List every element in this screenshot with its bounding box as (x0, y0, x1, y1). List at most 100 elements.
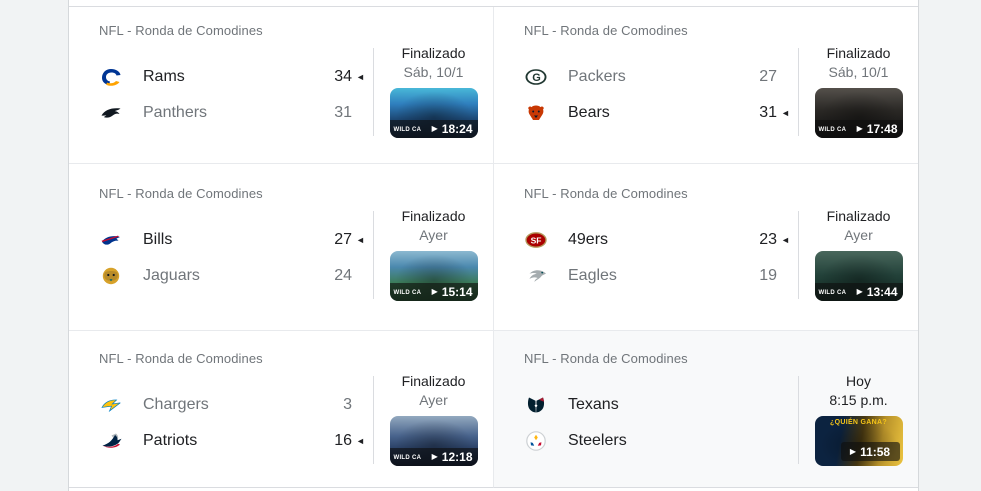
jaguars-logo (99, 264, 123, 288)
svg-text:SF: SF (531, 235, 542, 245)
team-row: Steelers (524, 423, 796, 459)
video-duration: 11:58 (860, 444, 891, 459)
team-score: 27 (759, 68, 777, 85)
winner-arrow-icon: ◄ (356, 234, 365, 245)
sports-scores-panel: NFL - Ronda de Comodines Rams 34 ◄ Panth… (68, 0, 919, 491)
video-duration: 15:14 (441, 285, 473, 299)
video-thumbnail[interactable]: ¿QUIÉN GANA? ▶ 11:58 (814, 416, 903, 466)
video-duration-bar: ▶ 15:14 (389, 283, 478, 301)
team-name: Jaguars (143, 267, 200, 284)
team-row: Eagles 19 (524, 258, 796, 294)
game-date: Sáb, 10/1 (403, 64, 464, 80)
team-row: G Packers 27 (524, 59, 796, 95)
thumbnail-badge: ¿QUIÉN GANA? (830, 419, 887, 426)
bills-logo (99, 228, 123, 252)
packers-logo: G (524, 65, 548, 89)
team-row: Panthers 31 (99, 95, 371, 131)
divider (798, 211, 799, 299)
team-score: 24 (334, 267, 352, 284)
steelers-logo (524, 429, 548, 453)
winner-arrow-icon: ◄ (781, 234, 790, 245)
team-row: Rams 34 ◄ (99, 59, 371, 95)
patriots-logo (99, 429, 123, 453)
video-duration: 17:48 (866, 122, 898, 136)
team-name: Panthers (143, 104, 208, 121)
team-name: Bills (143, 231, 173, 248)
game-time: 8:15 p.m. (829, 392, 888, 408)
game-card[interactable]: NFL - Ronda de Comodines Bills 27 ◄ Jagu… (69, 164, 493, 331)
rams-logo (99, 65, 123, 89)
thumbnail-badge: WILD CA (818, 127, 847, 133)
texans-logo (524, 393, 548, 417)
divider (373, 48, 374, 136)
games-grid: NFL - Ronda de Comodines Rams 34 ◄ Panth… (69, 7, 918, 488)
video-thumbnail[interactable]: WILD CA ▶ 12:18 (389, 416, 478, 466)
team-score: 34 (334, 68, 352, 85)
play-icon: ▶ (856, 124, 863, 133)
thumbnail-badge: WILD CA (393, 290, 422, 296)
game-card[interactable]: NFL - Ronda de Comodines Rams 34 ◄ Panth… (69, 7, 493, 164)
team-score: 31 (334, 104, 352, 121)
game-date: Ayer (419, 227, 448, 243)
video-thumbnail[interactable]: WILD CA ▶ 18:24 (389, 88, 478, 138)
thumbnail-badge: WILD CA (393, 455, 422, 461)
game-card[interactable]: NFL - Ronda de Comodines Texans Steelers (493, 331, 918, 488)
video-thumbnail[interactable]: WILD CA ▶ 13:44 (814, 251, 903, 301)
video-duration-bar: ▶ 11:58 (840, 442, 900, 461)
team-name: Texans (568, 396, 619, 413)
game-status: Finalizado (826, 45, 891, 61)
league-label: NFL - Ronda de Comodines (524, 186, 688, 201)
eagles-logo (524, 264, 548, 288)
game-status: Finalizado (826, 208, 891, 224)
team-row: Texans (524, 387, 796, 423)
team-row: SF 49ers 23 ◄ (524, 222, 796, 258)
game-card[interactable]: NFL - Ronda de Comodines G Packers 27 Be… (493, 7, 918, 164)
game-card[interactable]: NFL - Ronda de Comodines Chargers 3 Patr… (69, 331, 493, 488)
league-label: NFL - Ronda de Comodines (524, 23, 688, 38)
league-label: NFL - Ronda de Comodines (99, 351, 263, 366)
team-name: Patriots (143, 432, 198, 449)
team-name: Steelers (568, 432, 627, 449)
team-name: 49ers (568, 231, 609, 248)
video-duration: 18:24 (441, 122, 473, 136)
league-label: NFL - Ronda de Comodines (524, 351, 688, 366)
team-row: Bills 27 ◄ (99, 222, 371, 258)
winner-arrow-icon: ◄ (781, 107, 790, 118)
winner-arrow-icon: ◄ (356, 71, 365, 82)
game-card[interactable]: NFL - Ronda de Comodines SF 49ers 23 ◄ E… (493, 164, 918, 331)
team-score: 31 (759, 104, 777, 121)
game-date: Ayer (419, 392, 448, 408)
team-score: 23 (759, 231, 777, 248)
team-score: 19 (759, 267, 777, 284)
divider (373, 211, 374, 299)
winner-arrow-icon: ◄ (356, 435, 365, 446)
panthers-logo (99, 101, 123, 125)
video-thumbnail[interactable]: WILD CA ▶ 17:48 (814, 88, 903, 138)
video-duration-bar: ▶ 17:48 (814, 120, 903, 138)
team-row: Bears 31 ◄ (524, 95, 796, 131)
team-score: 16 (334, 432, 352, 449)
team-name: Eagles (568, 267, 617, 284)
team-row: Chargers 3 (99, 387, 371, 423)
team-score: 3 (343, 396, 352, 413)
league-label: NFL - Ronda de Comodines (99, 23, 263, 38)
play-icon: ▶ (431, 452, 438, 461)
team-name: Bears (568, 104, 610, 121)
team-row: Jaguars 24 (99, 258, 371, 294)
chargers-logo (99, 393, 123, 417)
bears-logo (524, 101, 548, 125)
divider (373, 376, 374, 464)
video-duration-bar: ▶ 18:24 (389, 120, 478, 138)
team-row: Patriots 16 ◄ (99, 423, 371, 459)
team-name: Chargers (143, 396, 209, 413)
team-name: Packers (568, 68, 626, 85)
team-name: Rams (143, 68, 185, 85)
video-thumbnail[interactable]: WILD CA ▶ 15:14 (389, 251, 478, 301)
divider (798, 48, 799, 136)
game-status: Finalizado (401, 45, 466, 61)
play-icon: ▶ (856, 287, 863, 296)
team-score: 27 (334, 231, 352, 248)
video-duration-bar: ▶ 13:44 (814, 283, 903, 301)
49ers-logo: SF (524, 228, 548, 252)
game-date: Sáb, 10/1 (828, 64, 889, 80)
